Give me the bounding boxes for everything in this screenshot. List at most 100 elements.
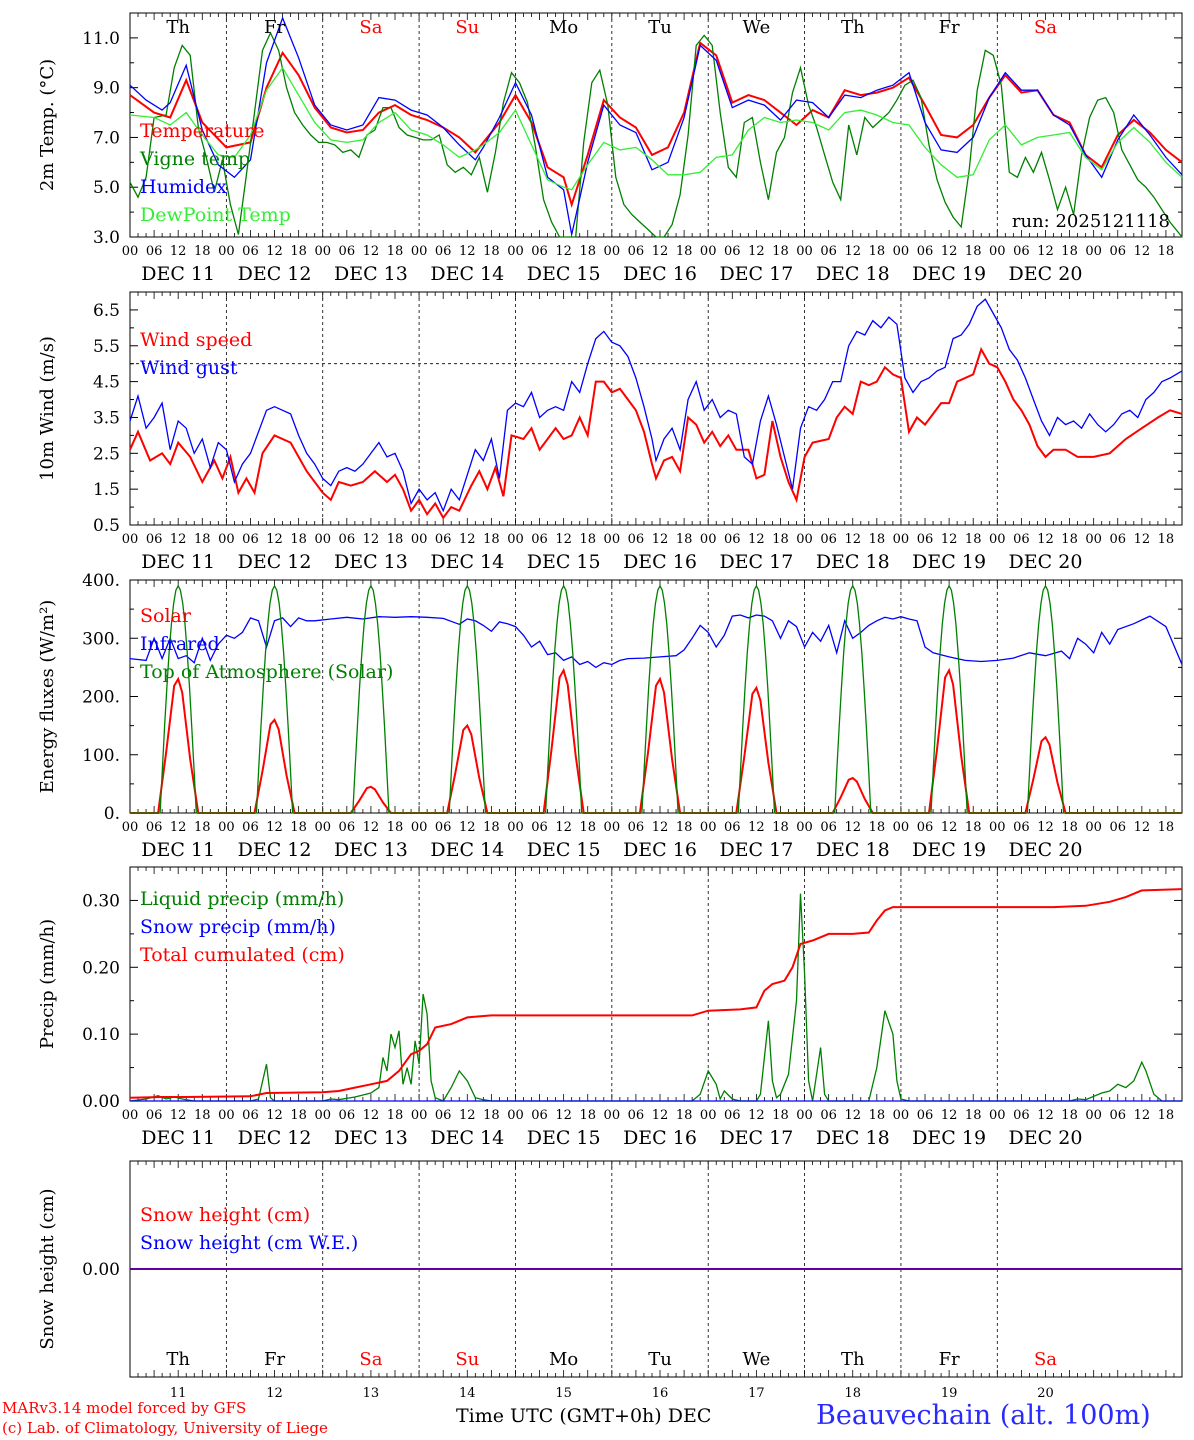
hour-tick-label: 18 xyxy=(869,820,886,835)
hour-tick-label: 06 xyxy=(917,244,934,259)
day-number: 14 xyxy=(459,1386,476,1401)
hour-tick-label: 06 xyxy=(820,244,837,259)
hour-tick-label: 18 xyxy=(387,244,404,259)
hour-tick-label: 06 xyxy=(1109,1108,1126,1123)
series-line-wind-speed xyxy=(129,346,1183,520)
hour-tick-label: 06 xyxy=(146,244,163,259)
hour-tick-label: 12 xyxy=(266,820,283,835)
legend-entry: Temperature xyxy=(140,120,264,142)
day-number: 15 xyxy=(555,1386,572,1401)
hour-tick-label: 18 xyxy=(1158,244,1175,259)
hour-tick-label: 18 xyxy=(387,1108,404,1123)
hour-tick-label: 12 xyxy=(748,532,765,547)
hour-tick-label: 00 xyxy=(989,1108,1006,1123)
date-label: DEC 18 xyxy=(816,1127,890,1149)
hour-tick-label: 06 xyxy=(146,1108,163,1123)
hour-tick-label: 12 xyxy=(1134,244,1151,259)
legend-entry: Total cumulated (cm) xyxy=(140,944,345,966)
date-label: DEC 20 xyxy=(1009,263,1083,285)
y-tick-label: 9.0 xyxy=(93,79,120,99)
hour-tick-label: 18 xyxy=(1158,820,1175,835)
hour-tick-label: 06 xyxy=(1109,532,1126,547)
day-name-bottom: Th xyxy=(841,1349,865,1370)
hour-tick-label: 18 xyxy=(1061,820,1078,835)
legend-entry: Humidex xyxy=(140,176,227,198)
hour-tick-label: 18 xyxy=(290,244,307,259)
model-credit-line1: MARv3.14 model forced by GFS xyxy=(2,1399,247,1417)
y-tick-label: 2.5 xyxy=(93,444,120,464)
day-name-bottom: Fr xyxy=(939,1349,960,1370)
hour-tick-label: 00 xyxy=(411,1108,428,1123)
series-line-liquid-precip-mm-h- xyxy=(129,893,1182,1102)
hour-tick-label: 12 xyxy=(1134,820,1151,835)
hour-tick-label: 06 xyxy=(724,244,741,259)
y-tick-label: 400. xyxy=(82,571,120,591)
hour-tick-label: 18 xyxy=(579,820,596,835)
hour-tick-label: 00 xyxy=(1085,532,1102,547)
y-tick-label: 0. xyxy=(104,804,120,824)
date-label: DEC 14 xyxy=(430,551,504,573)
hour-tick-label: 18 xyxy=(194,532,211,547)
hour-tick-label: 12 xyxy=(748,1108,765,1123)
hour-tick-label: 18 xyxy=(290,1108,307,1123)
run-label: run: 2025121118 xyxy=(1012,211,1170,232)
day-name-top: Fr xyxy=(939,17,960,38)
hour-tick-label: 06 xyxy=(531,244,548,259)
day-name-bottom: Sa xyxy=(359,1349,382,1370)
day-number: 17 xyxy=(748,1386,765,1401)
date-label: DEC 11 xyxy=(141,839,215,861)
hour-tick-label: 18 xyxy=(676,820,693,835)
hour-tick-label: 12 xyxy=(555,1108,572,1123)
day-name-bottom: Mo xyxy=(549,1349,578,1370)
hour-tick-label: 12 xyxy=(1134,532,1151,547)
date-label: DEC 14 xyxy=(430,839,504,861)
day-name-bottom: Su xyxy=(455,1349,479,1370)
y-tick-label: 300. xyxy=(82,629,120,649)
y-tick-label: 0.30 xyxy=(82,891,120,911)
day-name-top: Mo xyxy=(549,17,578,38)
hour-tick-label: 18 xyxy=(194,820,211,835)
series-line-total-cumulated-cm- xyxy=(129,888,1183,1099)
day-number: 11 xyxy=(170,1386,187,1401)
hour-tick-label: 06 xyxy=(917,532,934,547)
hour-tick-label: 00 xyxy=(218,1108,235,1123)
hour-tick-label: 06 xyxy=(146,820,163,835)
hour-tick-label: 12 xyxy=(170,532,187,547)
hour-tick-label: 12 xyxy=(844,820,861,835)
day-name-top: Fr xyxy=(264,17,285,38)
y-tick-label: 5.0 xyxy=(93,178,120,198)
hour-tick-label: 18 xyxy=(1158,532,1175,547)
y-axis-label: 10m Wind (m/s) xyxy=(37,336,58,481)
hour-tick-label: 06 xyxy=(820,820,837,835)
hour-tick-label: 12 xyxy=(941,244,958,259)
hour-tick-label: 00 xyxy=(122,820,139,835)
y-tick-label: 3.5 xyxy=(93,408,120,428)
hour-tick-label: 00 xyxy=(796,532,813,547)
hour-tick-label: 00 xyxy=(122,244,139,259)
hour-tick-label: 12 xyxy=(1037,244,1054,259)
hour-tick-label: 00 xyxy=(314,1108,331,1123)
y-tick-label: 0.00 xyxy=(82,1092,120,1112)
hour-tick-label: 06 xyxy=(1013,532,1030,547)
date-label: DEC 14 xyxy=(430,1127,504,1149)
legend-entry: Top of Atmosphere (Solar) xyxy=(140,661,393,683)
hour-tick-label: 06 xyxy=(628,532,645,547)
hour-tick-label: 06 xyxy=(339,532,356,547)
hour-tick-label: 12 xyxy=(844,1108,861,1123)
hour-tick-label: 06 xyxy=(531,820,548,835)
legend-entry: Solar xyxy=(140,605,192,627)
hour-tick-label: 00 xyxy=(893,1108,910,1123)
hour-tick-label: 18 xyxy=(869,244,886,259)
hour-tick-label: 18 xyxy=(387,532,404,547)
hour-tick-label: 00 xyxy=(411,820,428,835)
date-label: DEC 11 xyxy=(141,551,215,573)
hour-tick-label: 00 xyxy=(314,244,331,259)
hour-tick-label: 06 xyxy=(820,532,837,547)
hour-tick-label: 18 xyxy=(676,532,693,547)
date-label: DEC 13 xyxy=(334,263,408,285)
hour-tick-label: 00 xyxy=(989,532,1006,547)
date-label: DEC 19 xyxy=(912,263,986,285)
hour-tick-label: 06 xyxy=(917,1108,934,1123)
hour-tick-label: 06 xyxy=(628,1108,645,1123)
hour-tick-label: 18 xyxy=(965,820,982,835)
